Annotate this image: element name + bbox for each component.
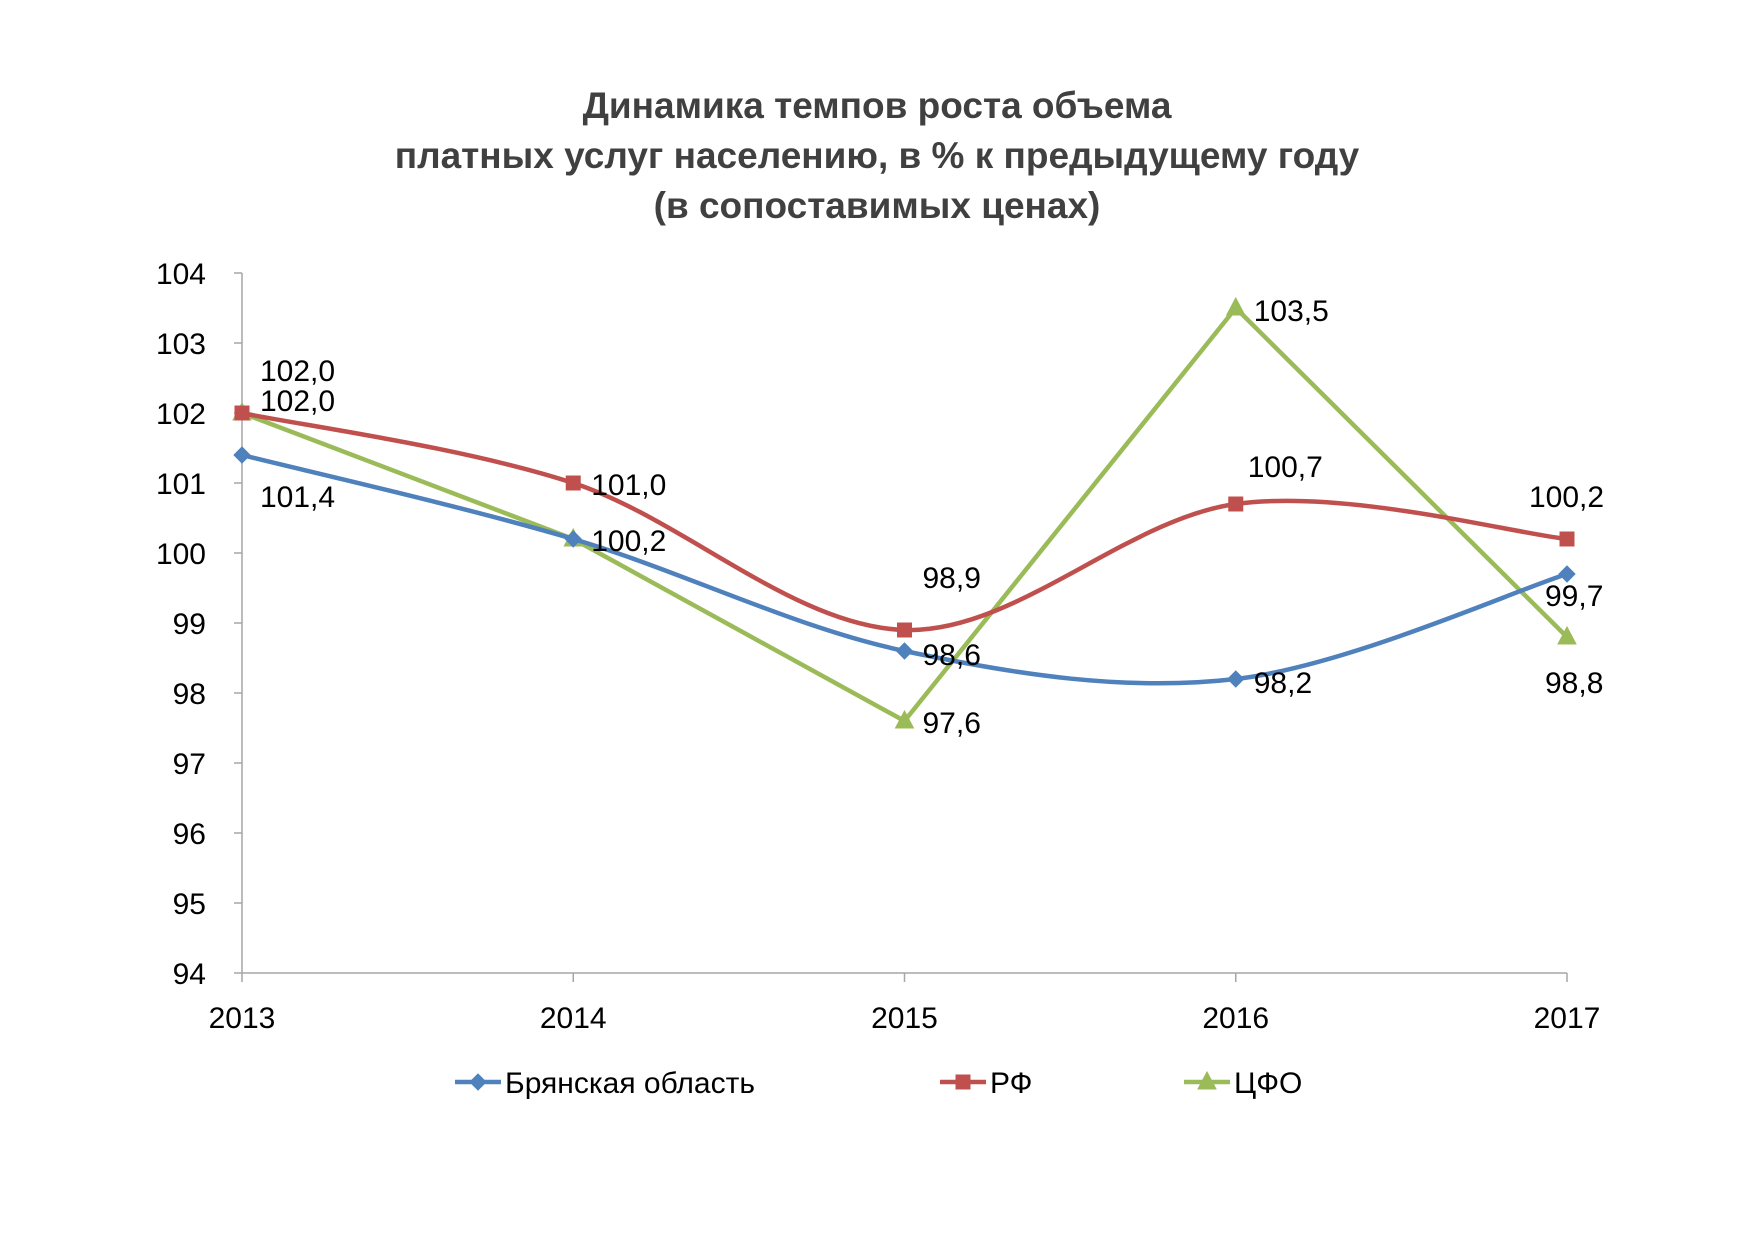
chart-title: Динамика темпов роста объема платных усл… — [395, 85, 1360, 226]
data-label: 98,6 — [923, 639, 981, 672]
x-tick-label: 2013 — [209, 1002, 276, 1035]
diamond-marker — [233, 446, 251, 464]
legend-label: Брянская область — [505, 1067, 755, 1100]
y-tick-label: 99 — [173, 608, 206, 641]
legend-square-marker — [955, 1074, 971, 1090]
data-label: 100,7 — [1248, 451, 1323, 484]
axes: 94 95 96 97 98 99 100 101 102 103 104 2013 2014 2015 2… — [156, 258, 1600, 1035]
data-label: 102,0 — [260, 355, 335, 388]
data-label: 100,2 — [591, 525, 666, 558]
y-tick-label: 98 — [173, 678, 206, 711]
x-tick-label: 2014 — [540, 1002, 607, 1035]
data-label: 101,4 — [260, 481, 335, 514]
y-tick-label: 95 — [173, 888, 206, 921]
legend-triangle-marker — [1197, 1070, 1217, 1090]
chart-title-line-1: Динамика темпов роста объема — [583, 85, 1172, 126]
x-tick-label: 2017 — [1534, 1002, 1601, 1035]
data-label: 100,2 — [1529, 481, 1604, 514]
data-label: 103,5 — [1254, 295, 1329, 328]
x-tick-label: 2016 — [1202, 1002, 1269, 1035]
square-marker — [234, 405, 250, 421]
legend-item: ЦФО — [1184, 1067, 1302, 1100]
data-label: 97,6 — [923, 707, 981, 740]
data-label: 102,0 — [260, 385, 335, 418]
diamond-marker — [895, 642, 914, 660]
square-marker — [1559, 531, 1575, 547]
y-tick-label: 102 — [156, 398, 206, 431]
square-marker — [565, 475, 581, 491]
chart-title-line-2: платных услуг населению, в % к предыдуще… — [395, 135, 1360, 176]
chart-title-line-3: (в сопоставимых ценах) — [654, 185, 1101, 226]
legend-item: Брянская область — [455, 1067, 755, 1100]
diamond-marker — [564, 530, 582, 548]
y-tick-label: 104 — [156, 258, 206, 291]
legend-label: РФ — [990, 1067, 1032, 1100]
y-tick-label: 101 — [156, 468, 206, 501]
series-lines — [232, 296, 1577, 729]
y-tick-label: 97 — [173, 748, 206, 781]
diamond-marker — [1558, 565, 1576, 583]
x-tick-label: 2015 — [871, 1002, 938, 1035]
data-label: 98,9 — [923, 562, 981, 595]
legend: Брянская область РФ ЦФО — [455, 1067, 1302, 1100]
data-label: 98,2 — [1254, 667, 1312, 700]
y-tick-label: 94 — [173, 958, 206, 991]
series-3 — [232, 296, 1577, 729]
legend-label: ЦФО — [1234, 1067, 1302, 1100]
data-label: 99,7 — [1545, 580, 1603, 613]
y-tick-label: 103 — [156, 328, 206, 361]
diamond-marker — [1227, 670, 1245, 688]
square-marker — [1228, 496, 1244, 512]
y-tick-label: 100 — [156, 538, 206, 571]
triangle-marker — [1557, 625, 1577, 645]
legend-item: РФ — [940, 1067, 1032, 1100]
data-label: 98,8 — [1545, 667, 1603, 700]
data-label: 101,0 — [591, 469, 666, 502]
series-1 — [233, 446, 1576, 688]
series-2 — [234, 405, 1575, 638]
legend-diamond-marker — [469, 1073, 487, 1091]
data-labels: 101,4 98,6 98,2 99,7 102,0 101,0 98,9 100,7 100,… — [260, 295, 1604, 740]
triangle-marker — [1225, 296, 1246, 316]
square-marker — [897, 622, 912, 638]
triangle-marker — [894, 709, 915, 729]
y-tick-label: 96 — [173, 818, 206, 851]
series-line — [239, 410, 1570, 633]
